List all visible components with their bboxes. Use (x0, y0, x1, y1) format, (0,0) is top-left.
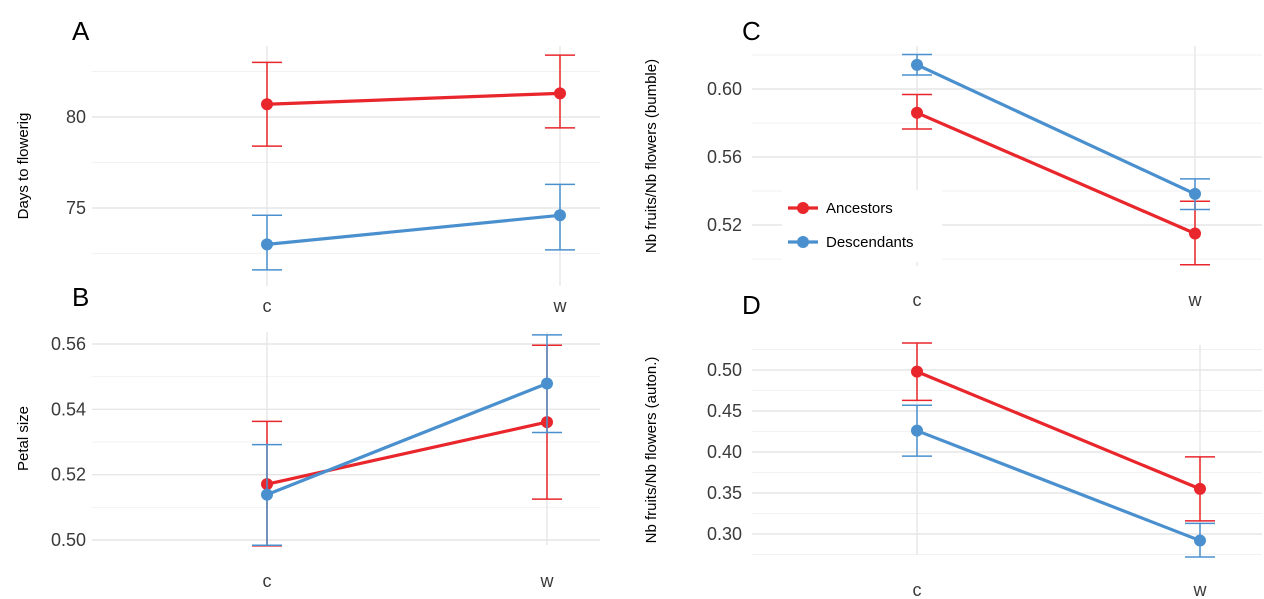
legend: Ancestors Descendants (782, 190, 942, 262)
y-tick-label: 0.52 (51, 465, 86, 485)
y-tick-label: 0.40 (707, 442, 742, 462)
data-point (911, 58, 923, 71)
y-axis-title: Days to flowerig (15, 113, 32, 220)
series-ancestors (252, 344, 562, 547)
data-point (554, 209, 566, 222)
panel-letter: B (72, 282, 89, 312)
series-line (266, 382, 548, 497)
y-tick-label: 75 (66, 198, 86, 218)
series-ancestors (902, 342, 1215, 522)
y-axis-title: Nb fruits/Nb flowers (auton.) (643, 357, 660, 544)
y-tick-label: 0.35 (707, 483, 742, 503)
data-point (554, 87, 566, 100)
data-point (911, 106, 923, 119)
y-tick-label: 0.50 (707, 360, 742, 380)
panel-c: 0.52 0.56 0.60 c w C Nb fruits/Nb flowers (bum… (643, 16, 1262, 310)
y-tick-label: 0.60 (707, 79, 742, 99)
panel-a: 75 80 c w A Days to flowerig (15, 16, 600, 316)
x-tick-label: c (913, 290, 922, 310)
data-point (261, 488, 273, 501)
x-tick-label: w (1188, 290, 1203, 310)
x-tick-label: w (540, 571, 555, 591)
y-tick-label: 80 (66, 107, 86, 127)
series-descendants (252, 183, 575, 271)
y-tick-label: 0.30 (707, 524, 742, 544)
panel-letter: C (742, 16, 761, 46)
panel-letter: D (742, 290, 761, 320)
series-descendants (902, 53, 1210, 211)
data-point (1194, 482, 1206, 495)
series-line (916, 429, 1201, 543)
series-line (266, 213, 561, 246)
x-tick-label: c (263, 296, 272, 316)
y-tick-label: 0.52 (707, 215, 742, 235)
series-ancestors (902, 93, 1210, 266)
series-line (916, 111, 1196, 235)
y-tick-label: 0.45 (707, 401, 742, 421)
legend-label: Descendants (826, 234, 914, 251)
legend-swatch-point (797, 236, 809, 248)
y-axis-title: Nb fruits/Nb flowers (bumble) (643, 59, 660, 253)
x-tick-label: c (913, 580, 922, 599)
data-point (261, 238, 273, 251)
y-tick-label: 0.50 (51, 530, 86, 550)
y-tick-label: 0.56 (707, 147, 742, 167)
series-line (916, 63, 1196, 196)
data-point (1189, 227, 1201, 240)
legend-item-ancestors: Ancestors (788, 200, 893, 217)
panel-letter: A (72, 16, 90, 46)
legend-item-descendants: Descendants (788, 234, 914, 251)
data-point (911, 365, 923, 378)
panel-b: 0.50 0.52 0.54 0.56 c w B Petal size (15, 282, 600, 591)
series-descendants (252, 334, 562, 546)
series-line (266, 91, 561, 106)
x-tick-label: c (263, 571, 272, 591)
legend-label: Ancestors (826, 200, 893, 217)
data-point (1189, 187, 1201, 200)
y-tick-label: 0.54 (51, 399, 86, 419)
x-tick-label: w (553, 296, 568, 316)
data-point (911, 424, 923, 437)
legend-background (782, 190, 942, 262)
series-descendants (902, 404, 1215, 558)
y-tick-label: 0.56 (51, 334, 86, 354)
y-axis-title: Petal size (15, 406, 32, 471)
series-ancestors (252, 54, 575, 147)
panel-d: 0.30 0.35 0.40 0.45 0.50 c w D Nb fruits/Nb flow… (643, 290, 1262, 599)
series-line (266, 420, 548, 486)
x-tick-label: w (1193, 580, 1208, 599)
data-point (1194, 534, 1206, 547)
legend-swatch-point (797, 202, 809, 214)
data-point (261, 98, 273, 111)
series-line (916, 370, 1201, 491)
data-point (541, 377, 553, 390)
